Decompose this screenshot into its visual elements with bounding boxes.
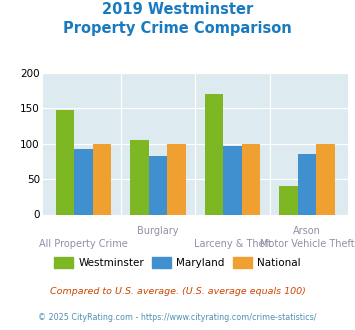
Bar bbox=[279, 186, 297, 214]
Bar bbox=[93, 144, 111, 214]
Bar bbox=[167, 144, 186, 214]
Text: All Property Crime: All Property Crime bbox=[39, 239, 128, 249]
Bar bbox=[223, 147, 242, 214]
Bar bbox=[297, 154, 316, 214]
Text: Burglary: Burglary bbox=[137, 226, 179, 236]
Bar bbox=[204, 94, 223, 214]
Bar bbox=[56, 110, 74, 214]
Bar bbox=[130, 140, 149, 214]
Text: Arson: Arson bbox=[293, 226, 321, 236]
Bar bbox=[316, 144, 335, 214]
Text: © 2025 CityRating.com - https://www.cityrating.com/crime-statistics/: © 2025 CityRating.com - https://www.city… bbox=[38, 314, 317, 322]
Text: Compared to U.S. average. (U.S. average equals 100): Compared to U.S. average. (U.S. average … bbox=[50, 287, 305, 296]
Text: Larceny & Theft: Larceny & Theft bbox=[193, 239, 271, 249]
Bar bbox=[74, 149, 93, 214]
Text: Property Crime Comparison: Property Crime Comparison bbox=[63, 21, 292, 36]
Text: Motor Vehicle Theft: Motor Vehicle Theft bbox=[260, 239, 354, 249]
Bar bbox=[242, 144, 261, 214]
Bar bbox=[149, 156, 167, 214]
Legend: Westminster, Maryland, National: Westminster, Maryland, National bbox=[50, 253, 305, 272]
Text: 2019 Westminster: 2019 Westminster bbox=[102, 2, 253, 16]
